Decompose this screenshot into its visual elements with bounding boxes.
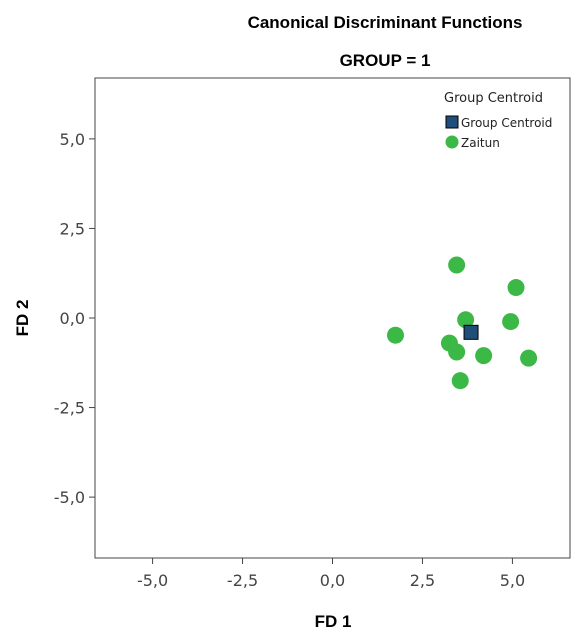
zaitun-point [507,279,525,297]
centroid-marker [463,324,479,340]
data-points [386,256,538,390]
chart-title: Canonical Discriminant Functions [248,13,523,32]
x-tick-label: -5,0 [137,571,168,590]
chart-subtitle: GROUP = 1 [340,51,431,70]
zaitun-point [520,349,538,367]
zaitun-point [448,256,466,274]
y-tick-label: 0,0 [60,309,85,328]
x-tick-label: 5,0 [500,571,525,590]
zaitun-point [448,343,466,361]
legend-marker-zaitun [445,135,459,149]
legend-label-zaitun: Zaitun [461,136,500,150]
x-axis-title: FD 1 [315,612,352,631]
legend-marker-group-centroid [445,115,459,129]
y-tick-label: 2,5 [60,219,85,238]
zaitun-point [386,326,404,344]
zaitun-point [451,372,469,390]
zaitun-point [502,313,520,331]
y-axis-title: FD 2 [13,300,32,337]
y-axis: -5,0 -2,5 0,0 2,5 5,0 [54,130,95,507]
legend: Group Centroid Group Centroid Zaitun [444,91,552,150]
zaitun-point [457,311,475,329]
y-tick-label: -5,0 [54,488,85,507]
plot-area [94,77,571,559]
x-tick-label: -2,5 [227,571,258,590]
x-axis: -5,0 -2,5 0,0 2,5 5,0 [137,558,525,590]
x-tick-label: 0,0 [320,571,345,590]
y-tick-label: 5,0 [60,130,85,149]
legend-label-group-centroid: Group Centroid [461,116,552,130]
zaitun-point [475,347,493,365]
y-tick-label: -2,5 [54,399,85,418]
x-tick-label: 2,5 [410,571,435,590]
legend-title: Group Centroid [444,91,543,106]
